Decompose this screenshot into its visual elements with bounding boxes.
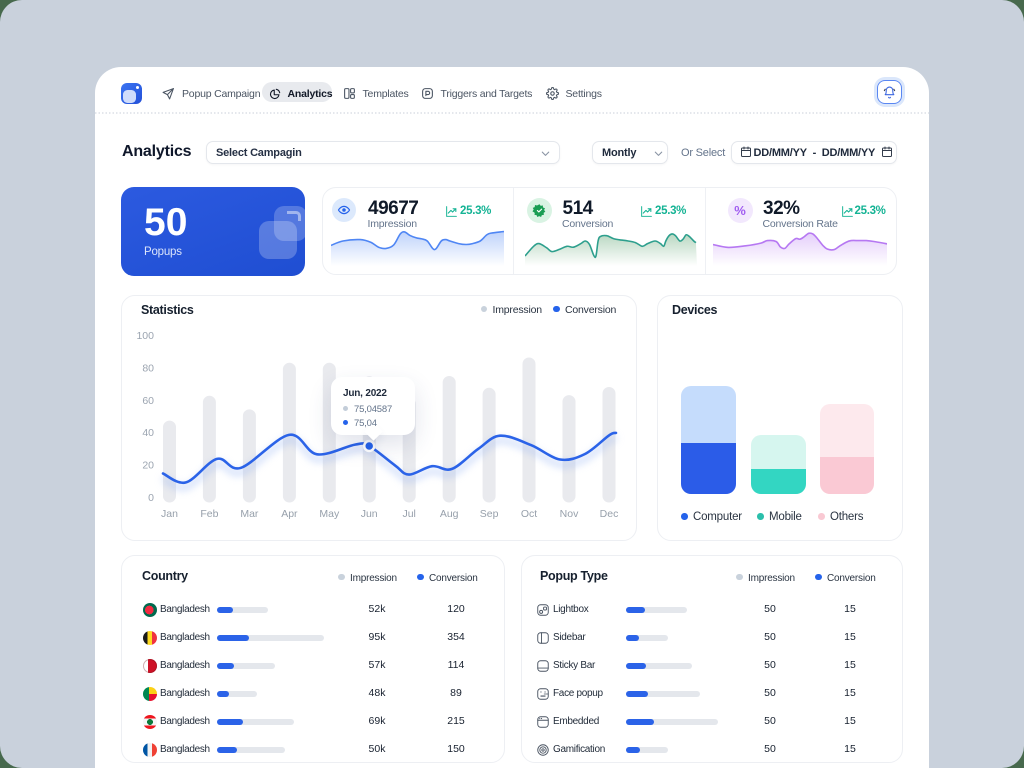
svg-text:Mar: Mar	[240, 508, 259, 520]
svg-text:80: 80	[142, 362, 154, 374]
svg-text:Sep: Sep	[480, 508, 499, 520]
svg-text:100: 100	[136, 330, 154, 342]
svg-text:Aug: Aug	[440, 508, 459, 520]
svg-text:60: 60	[142, 395, 154, 407]
svg-text:Apr: Apr	[281, 508, 298, 520]
svg-text:Dec: Dec	[600, 508, 619, 520]
svg-text:Jan: Jan	[161, 508, 178, 520]
svg-text:Nov: Nov	[560, 508, 579, 520]
svg-text:Oct: Oct	[521, 508, 537, 520]
svg-text:20: 20	[142, 460, 154, 472]
svg-text:May: May	[319, 508, 340, 520]
svg-text:Feb: Feb	[200, 508, 218, 520]
svg-text:Jul: Jul	[402, 508, 415, 520]
svg-text:40: 40	[142, 427, 154, 439]
svg-text:Jun: Jun	[361, 508, 378, 520]
svg-text:0: 0	[148, 492, 154, 504]
